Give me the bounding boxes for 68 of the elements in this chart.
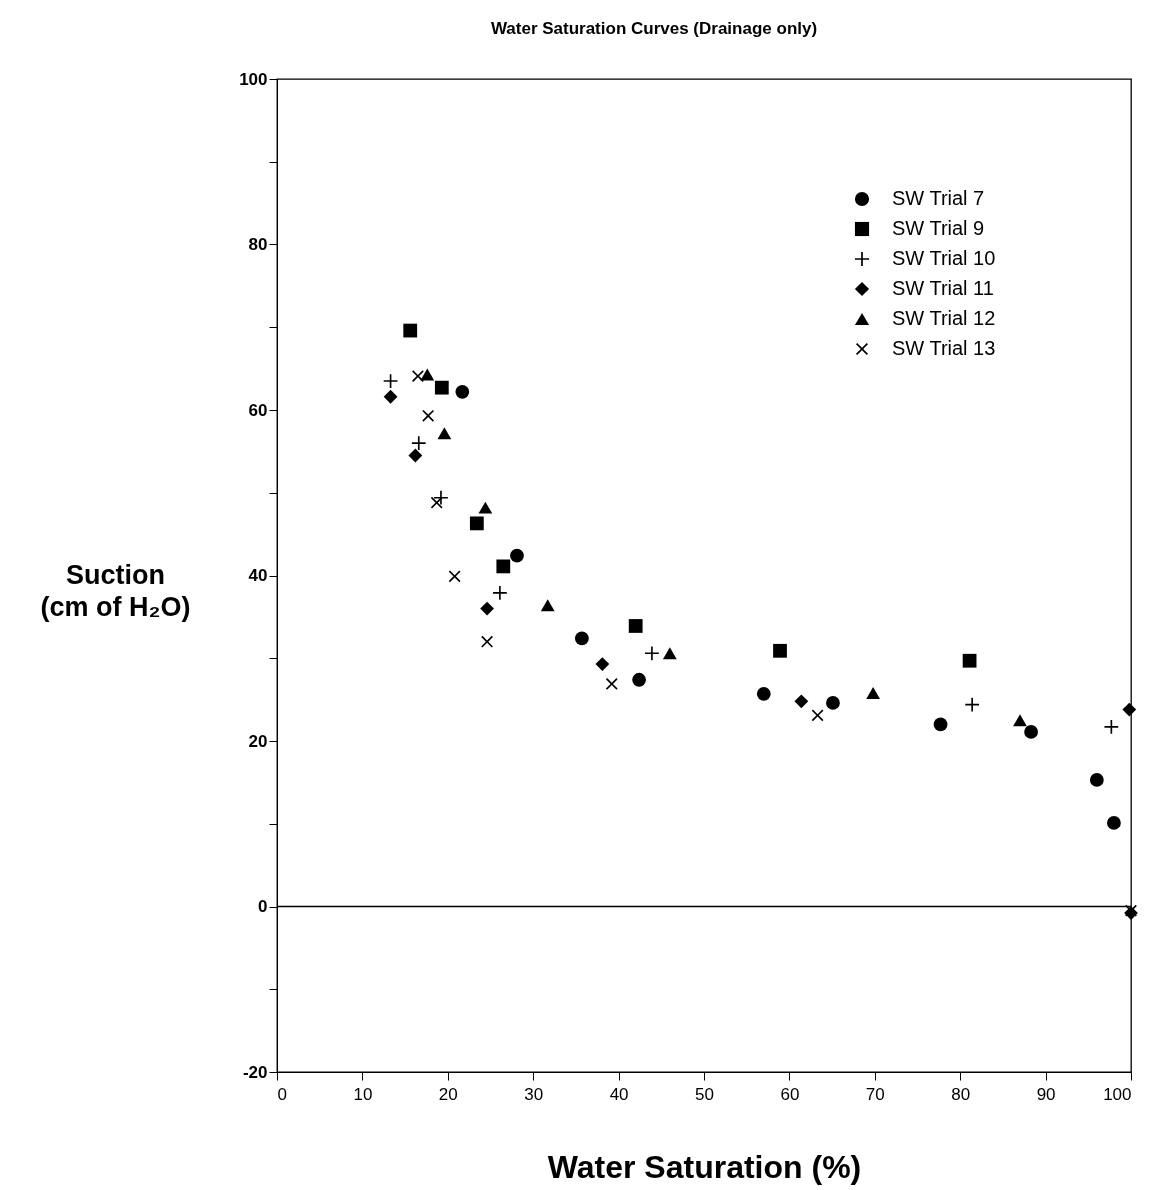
- legend-label: SW Trial 7: [892, 187, 985, 209]
- y-tick-label: -20: [242, 1062, 268, 1082]
- x-tick-label: 70: [865, 1084, 885, 1104]
- x-tick-label: 40: [609, 1084, 629, 1104]
- y-axis-title: Suction (cm of H₂O): [40, 559, 191, 622]
- point: [605, 678, 618, 690]
- chart-title: Water Saturation Curves (Drainage only): [490, 19, 818, 38]
- y-tick-label: 20: [248, 731, 268, 751]
- x-tick-label: 0: [277, 1084, 287, 1104]
- point: [455, 384, 470, 399]
- point: [540, 599, 555, 612]
- point: [469, 516, 484, 531]
- point: [422, 409, 435, 422]
- point: [632, 672, 646, 687]
- x-tick-label: 20: [438, 1084, 458, 1104]
- legend-label: SW Trial 12: [892, 307, 996, 329]
- point: [1122, 702, 1137, 717]
- point: [437, 427, 452, 440]
- point: [496, 559, 511, 574]
- point: [1024, 725, 1038, 739]
- y-tick-label: 0: [258, 897, 268, 916]
- x-axis-title: Water Saturation (%): [547, 1148, 862, 1185]
- point: [1089, 773, 1104, 787]
- point: [756, 686, 771, 701]
- point: [794, 694, 809, 709]
- point: [383, 389, 398, 404]
- point: [645, 646, 659, 661]
- point: [628, 619, 643, 633]
- legend-label: SW Trial 11: [892, 277, 994, 299]
- legend-label: SW Trial 9: [892, 217, 985, 239]
- point: [411, 436, 426, 450]
- point: [493, 585, 507, 600]
- point: [412, 370, 424, 382]
- point: [478, 501, 493, 514]
- y-tick-label: 60: [248, 400, 268, 420]
- x-tick-label: 30: [524, 1084, 544, 1104]
- x-tick-label: 50: [695, 1084, 714, 1104]
- x-tick-label: 80: [951, 1084, 971, 1104]
- x-tick-label: 90: [1036, 1084, 1056, 1104]
- point: [448, 570, 461, 583]
- point: [420, 368, 435, 381]
- point: [434, 490, 448, 505]
- point: [826, 696, 840, 710]
- y-tick-label: 80: [248, 235, 268, 254]
- point: [1104, 720, 1119, 734]
- point: [403, 323, 418, 338]
- y-tick-label: 100: [239, 69, 268, 89]
- point: [430, 496, 443, 509]
- point: [662, 647, 677, 660]
- point: [1013, 714, 1027, 727]
- point: [574, 631, 589, 646]
- legend-label: SW Trial 13: [892, 337, 996, 359]
- point: [933, 717, 948, 732]
- x-tick-label: 10: [353, 1084, 373, 1104]
- x-tick-label: 100: [1103, 1084, 1132, 1104]
- point: [408, 448, 423, 463]
- legend-label: SW Trial 10: [892, 247, 996, 269]
- point: [510, 548, 524, 563]
- point: [480, 601, 494, 616]
- point: [1107, 816, 1121, 830]
- point: [866, 687, 880, 699]
- point: [595, 657, 610, 671]
- point: [773, 643, 787, 658]
- point: [811, 709, 824, 722]
- point: [434, 380, 449, 395]
- x-tick-label: 60: [780, 1084, 800, 1104]
- y-tick-label: 40: [248, 566, 268, 585]
- point: [962, 653, 977, 668]
